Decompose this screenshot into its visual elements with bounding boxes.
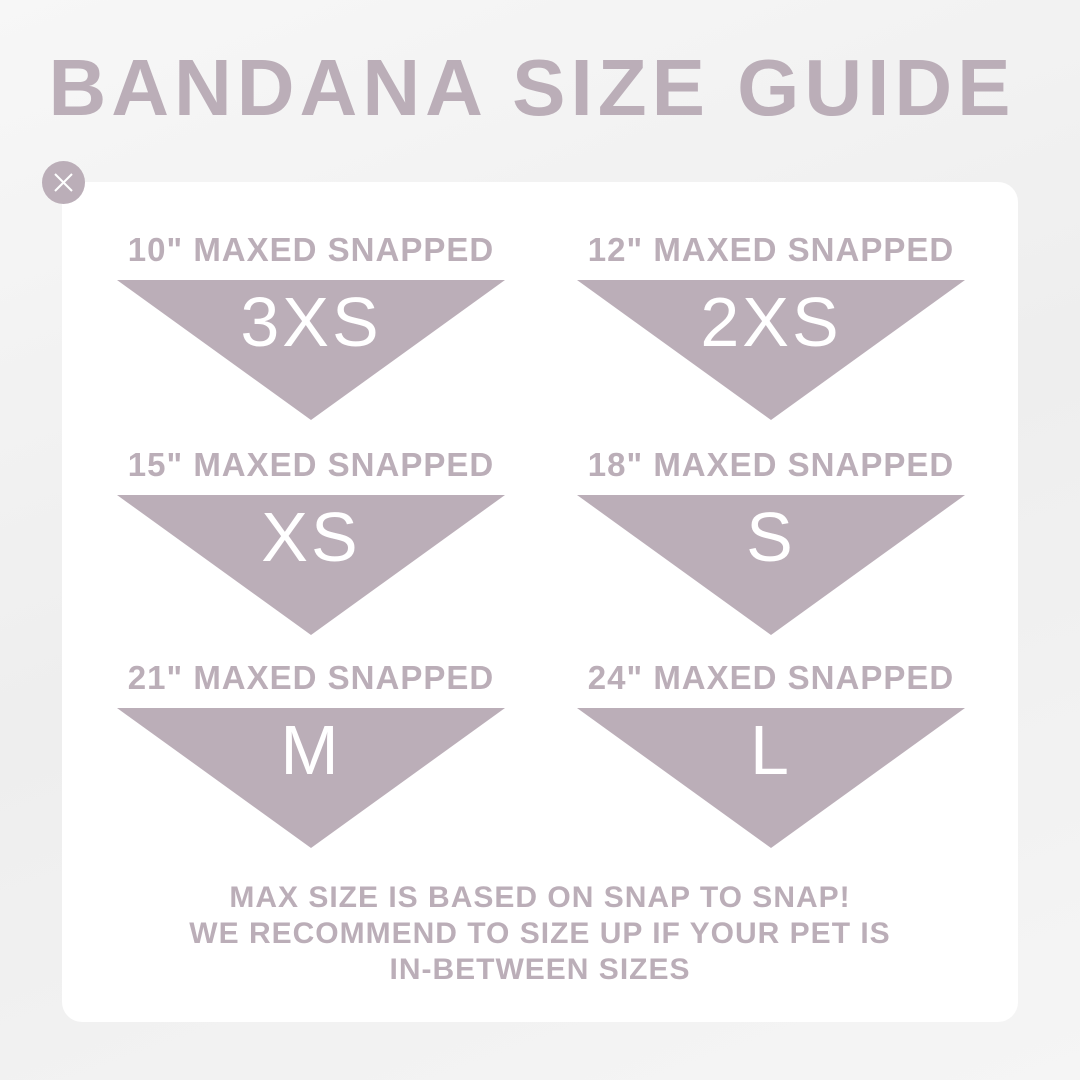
footer-line: IN-BETWEEN SIZES xyxy=(389,953,691,986)
bandana-triangle-icon xyxy=(117,280,505,420)
size-measurement-label: 12" MAXED SNAPPED xyxy=(587,231,955,268)
size-name: S xyxy=(746,498,796,576)
bandana-triangle-icon xyxy=(117,495,505,635)
page-title: BANDANA SIZE GUIDE xyxy=(48,43,1016,132)
size-name: XS xyxy=(261,498,361,576)
size-measurement-label: 18" MAXED SNAPPED xyxy=(587,446,955,483)
footer-line: WE RECOMMEND TO SIZE UP IF YOUR PET IS xyxy=(189,917,891,950)
size-item-3xs: 10" MAXED SNAPPED 3XS xyxy=(111,230,511,430)
size-item-2xs: 12" MAXED SNAPPED 2XS xyxy=(571,230,971,430)
size-name: 2XS xyxy=(700,283,842,361)
size-measurement-label: 15" MAXED SNAPPED xyxy=(127,446,495,483)
size-measurement-label: 21" MAXED SNAPPED xyxy=(127,659,495,696)
size-item-xs: 15" MAXED SNAPPED XS xyxy=(111,445,511,645)
size-name: M xyxy=(280,711,342,789)
size-measurement-label: 10" MAXED SNAPPED xyxy=(127,231,495,268)
close-button[interactable] xyxy=(42,161,85,204)
bandana-triangle-icon xyxy=(577,280,965,420)
size-item-s: 18" MAXED SNAPPED S xyxy=(571,445,971,645)
close-x-icon xyxy=(54,173,73,192)
size-item-m: 21" MAXED SNAPPED M xyxy=(111,658,511,858)
size-name: L xyxy=(750,711,792,789)
footer-line: MAX SIZE IS BASED ON SNAP TO SNAP! xyxy=(229,881,851,914)
size-name: 3XS xyxy=(240,283,382,361)
bandana-triangle-icon xyxy=(117,708,505,848)
size-item-l: 24" MAXED SNAPPED L xyxy=(571,658,971,858)
footer-note: MAX SIZE IS BASED ON SNAP TO SNAP! WE RE… xyxy=(0,880,1080,988)
bandana-triangle-icon xyxy=(577,708,965,848)
size-measurement-label: 24" MAXED SNAPPED xyxy=(587,659,955,696)
bandana-triangle-icon xyxy=(577,495,965,635)
